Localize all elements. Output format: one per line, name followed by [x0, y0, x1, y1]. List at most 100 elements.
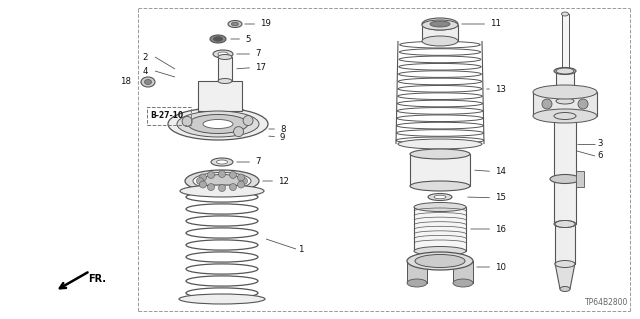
Text: 6: 6	[597, 152, 602, 160]
Text: 8: 8	[269, 124, 285, 133]
Bar	[422, 25, 458, 41]
Ellipse shape	[218, 55, 232, 60]
Text: 15: 15	[468, 194, 506, 203]
Ellipse shape	[533, 85, 597, 99]
Ellipse shape	[434, 195, 446, 199]
Circle shape	[200, 174, 207, 181]
Text: 10: 10	[477, 263, 506, 271]
Text: 3: 3	[597, 139, 602, 149]
Ellipse shape	[428, 194, 452, 201]
Ellipse shape	[210, 35, 226, 43]
Ellipse shape	[561, 12, 568, 16]
Circle shape	[207, 183, 214, 190]
Ellipse shape	[414, 247, 466, 256]
Ellipse shape	[188, 115, 248, 133]
Ellipse shape	[216, 160, 227, 164]
Circle shape	[234, 127, 244, 137]
Ellipse shape	[430, 21, 450, 27]
Circle shape	[578, 99, 588, 109]
Bar	[453, 261, 473, 283]
Text: 13: 13	[487, 85, 506, 93]
Bar	[407, 261, 427, 283]
Text: 16: 16	[471, 225, 506, 234]
Circle shape	[542, 99, 552, 109]
Text: 17: 17	[237, 63, 266, 71]
Text: TP64B2800: TP64B2800	[584, 298, 628, 307]
Bar	[556, 71, 574, 101]
Circle shape	[218, 184, 225, 191]
Ellipse shape	[554, 68, 576, 75]
Ellipse shape	[214, 37, 223, 41]
Circle shape	[237, 181, 244, 188]
Ellipse shape	[177, 111, 259, 137]
Text: 1: 1	[298, 244, 303, 254]
Bar	[410, 154, 470, 186]
Ellipse shape	[422, 20, 458, 30]
Ellipse shape	[410, 149, 470, 159]
Ellipse shape	[560, 286, 570, 292]
Text: 19: 19	[244, 19, 271, 28]
Ellipse shape	[422, 36, 458, 46]
Text: 18: 18	[120, 78, 131, 86]
Ellipse shape	[556, 98, 574, 104]
Bar	[198, 81, 242, 111]
Ellipse shape	[218, 78, 232, 84]
Ellipse shape	[555, 220, 575, 227]
Bar	[576, 171, 584, 187]
Ellipse shape	[228, 20, 242, 27]
Ellipse shape	[398, 139, 482, 149]
Ellipse shape	[232, 22, 239, 26]
Ellipse shape	[414, 203, 466, 211]
Polygon shape	[555, 263, 575, 289]
Ellipse shape	[145, 79, 152, 85]
Ellipse shape	[422, 18, 458, 30]
Ellipse shape	[185, 170, 259, 192]
Circle shape	[218, 170, 225, 177]
Ellipse shape	[410, 181, 470, 191]
Text: 7: 7	[237, 49, 260, 58]
Circle shape	[237, 174, 244, 181]
Text: 9: 9	[269, 132, 285, 142]
Ellipse shape	[203, 120, 233, 129]
Ellipse shape	[193, 173, 251, 189]
Bar	[554, 116, 576, 224]
Ellipse shape	[180, 185, 264, 197]
Ellipse shape	[179, 294, 265, 304]
Ellipse shape	[533, 109, 597, 123]
Ellipse shape	[554, 220, 576, 227]
Ellipse shape	[211, 158, 233, 166]
Ellipse shape	[407, 279, 427, 287]
Ellipse shape	[141, 77, 155, 87]
Bar	[561, 14, 568, 71]
Ellipse shape	[556, 68, 574, 74]
Text: 14: 14	[475, 167, 506, 176]
Text: 12: 12	[263, 176, 289, 186]
Text: B-27-10: B-27-10	[150, 112, 183, 121]
Ellipse shape	[168, 108, 268, 140]
Ellipse shape	[554, 113, 576, 120]
Bar	[533, 92, 597, 116]
Circle shape	[182, 116, 192, 126]
Ellipse shape	[200, 174, 244, 188]
Text: 2: 2	[143, 53, 148, 62]
Bar	[555, 224, 575, 264]
Ellipse shape	[555, 261, 575, 268]
Bar	[218, 57, 232, 81]
Ellipse shape	[213, 50, 233, 58]
Ellipse shape	[415, 255, 465, 268]
Circle shape	[230, 171, 237, 178]
Ellipse shape	[218, 52, 228, 56]
Circle shape	[207, 171, 214, 178]
Circle shape	[243, 115, 253, 126]
Circle shape	[200, 181, 207, 188]
Text: 7: 7	[237, 158, 260, 167]
Circle shape	[230, 183, 237, 190]
Text: 11: 11	[462, 19, 501, 28]
Text: 4: 4	[143, 66, 148, 76]
Text: FR.: FR.	[88, 274, 106, 284]
Circle shape	[196, 177, 204, 184]
Ellipse shape	[453, 279, 473, 287]
Ellipse shape	[407, 252, 473, 270]
Text: 5: 5	[231, 34, 250, 43]
Circle shape	[241, 177, 248, 184]
